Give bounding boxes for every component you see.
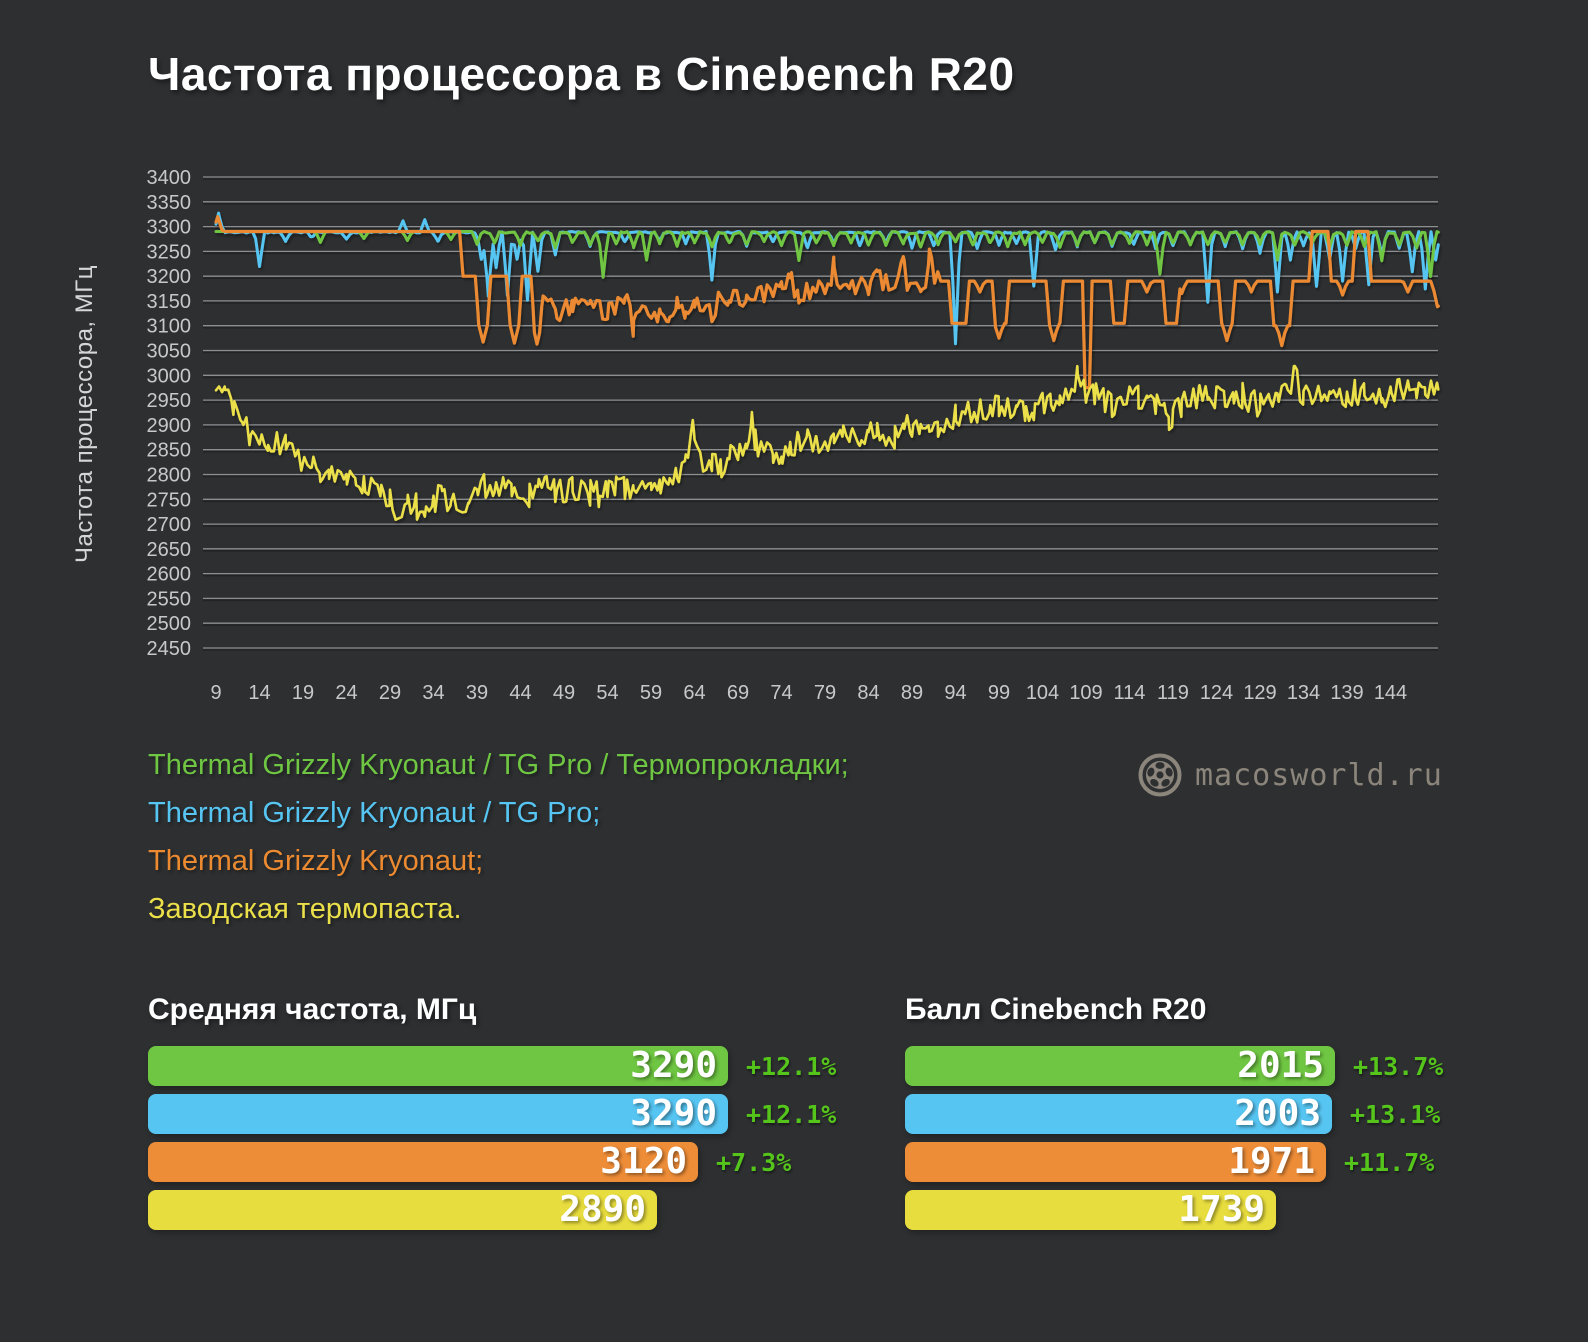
bar-green-score: 2015 [905, 1046, 1335, 1086]
bar-yellow-avg-frequency: 2890 [148, 1190, 657, 1230]
svg-text:29: 29 [379, 682, 401, 704]
svg-text:2800: 2800 [147, 465, 192, 487]
bar-delta-percent: +13.7% [1353, 1052, 1444, 1081]
bar-delta-percent: +7.3% [716, 1148, 792, 1177]
svg-text:144: 144 [1374, 682, 1407, 704]
svg-text:124: 124 [1200, 682, 1233, 704]
bar-value: 1739 [1178, 1189, 1265, 1230]
svg-text:2650: 2650 [147, 539, 192, 561]
svg-text:19: 19 [292, 682, 314, 704]
bar-delta-percent: +13.1% [1350, 1100, 1441, 1129]
svg-text:14: 14 [248, 682, 270, 704]
page-title: Частота процессора в Cinebench R20 [148, 48, 1015, 100]
site-watermark: macosworld.ru [1138, 753, 1443, 797]
svg-text:2850: 2850 [147, 440, 192, 462]
bar-yellow-score: 1739 [905, 1190, 1276, 1230]
frequency-line-chart: 2450 2500 2550 2600 2650 2700 2750 2800 2850 2900… [71, 167, 1440, 704]
svg-text:104: 104 [1026, 682, 1059, 704]
bar-value: 1971 [1228, 1141, 1315, 1182]
legend-item-kryonaut: Thermal Grizzly Kryonaut; [148, 845, 484, 877]
svg-text:79: 79 [814, 682, 836, 704]
svg-text:3050: 3050 [147, 341, 192, 363]
svg-text:139: 139 [1330, 682, 1363, 704]
svg-text:59: 59 [640, 682, 662, 704]
bar-row: 2003 +13.1% [905, 1094, 1545, 1134]
svg-text:3150: 3150 [147, 291, 192, 313]
svg-text:3300: 3300 [147, 217, 192, 239]
svg-text:2500: 2500 [147, 613, 192, 635]
svg-text:2950: 2950 [147, 390, 192, 412]
svg-text:2700: 2700 [147, 514, 192, 536]
cinebench-score-section: Балл Cinebench R20 2015 +13.7% 2003 +13.… [905, 993, 1545, 1238]
bar-value: 3290 [630, 1093, 717, 1134]
macosworld-logo-icon [1138, 753, 1182, 797]
chart-legend: Thermal Grizzly Kryonaut / TG Pro / Терм… [148, 741, 849, 933]
svg-text:9: 9 [210, 682, 221, 704]
bar-value: 2015 [1237, 1045, 1324, 1086]
bar-row: 3290 +12.1% [148, 1094, 888, 1134]
avg-frequency-section: Средняя частота, МГц 3290 +12.1% 3290 +1… [148, 993, 888, 1238]
svg-text:3100: 3100 [147, 316, 192, 338]
bar-row: 3290 +12.1% [148, 1046, 888, 1086]
bar-row: 2890 [148, 1190, 888, 1230]
svg-text:2600: 2600 [147, 564, 192, 586]
svg-text:54: 54 [596, 682, 618, 704]
svg-text:2450: 2450 [147, 638, 192, 660]
cinebench-score-title: Балл Cinebench R20 [905, 993, 1207, 1026]
svg-text:44: 44 [509, 682, 531, 704]
bar-row: 1739 [905, 1190, 1545, 1230]
svg-text:134: 134 [1287, 682, 1320, 704]
bar-orange-score: 1971 [905, 1142, 1326, 1182]
bar-blue-avg-frequency: 3290 [148, 1094, 728, 1134]
svg-text:3250: 3250 [147, 241, 192, 263]
svg-text:74: 74 [770, 682, 792, 704]
svg-text:3400: 3400 [147, 167, 192, 189]
svg-text:49: 49 [553, 682, 575, 704]
svg-text:64: 64 [683, 682, 705, 704]
svg-text:94: 94 [944, 682, 966, 704]
svg-text:114: 114 [1114, 682, 1146, 704]
bar-value: 2890 [559, 1189, 646, 1230]
watermark-text: macosworld.ru [1195, 757, 1443, 793]
bar-green-avg-frequency: 3290 [148, 1046, 728, 1086]
bar-blue-score: 2003 [905, 1094, 1332, 1134]
bar-row: 1971 +11.7% [905, 1142, 1545, 1182]
bar-value: 3290 [630, 1045, 717, 1086]
svg-text:119: 119 [1157, 682, 1189, 704]
svg-text:39: 39 [466, 682, 488, 704]
svg-text:2550: 2550 [147, 588, 192, 610]
svg-text:69: 69 [727, 682, 749, 704]
legend-item-kryonaut-tgpro-pads: Thermal Grizzly Kryonaut / TG Pro / Терм… [148, 749, 849, 781]
legend-item-kryonaut-tgpro: Thermal Grizzly Kryonaut / TG Pro; [148, 797, 601, 829]
svg-text:3200: 3200 [147, 266, 192, 288]
bar-row: 3120 +7.3% [148, 1142, 888, 1182]
bar-delta-percent: +12.1% [746, 1100, 837, 1129]
svg-text:Частота процессора, МГц: Частота процессора, МГц [71, 265, 98, 563]
legend-item-stock-paste: Заводская термопаста. [148, 893, 462, 925]
svg-text:89: 89 [901, 682, 923, 704]
bar-orange-avg-frequency: 3120 [148, 1142, 698, 1182]
svg-text:84: 84 [857, 682, 879, 704]
bar-value: 3120 [600, 1141, 687, 1182]
bar-row: 2015 +13.7% [905, 1046, 1545, 1086]
bar-delta-percent: +12.1% [746, 1052, 837, 1081]
svg-text:3350: 3350 [147, 192, 192, 214]
svg-text:24: 24 [335, 682, 357, 704]
avg-frequency-title: Средняя частота, МГц [148, 993, 477, 1026]
svg-text:34: 34 [422, 682, 444, 704]
svg-text:99: 99 [988, 682, 1010, 704]
svg-text:109: 109 [1069, 682, 1102, 704]
bar-value: 2003 [1234, 1093, 1321, 1134]
svg-text:3000: 3000 [147, 365, 192, 387]
bar-delta-percent: +11.7% [1344, 1148, 1435, 1177]
svg-text:2900: 2900 [147, 415, 192, 437]
svg-text:129: 129 [1243, 682, 1276, 704]
svg-text:2750: 2750 [147, 489, 192, 511]
